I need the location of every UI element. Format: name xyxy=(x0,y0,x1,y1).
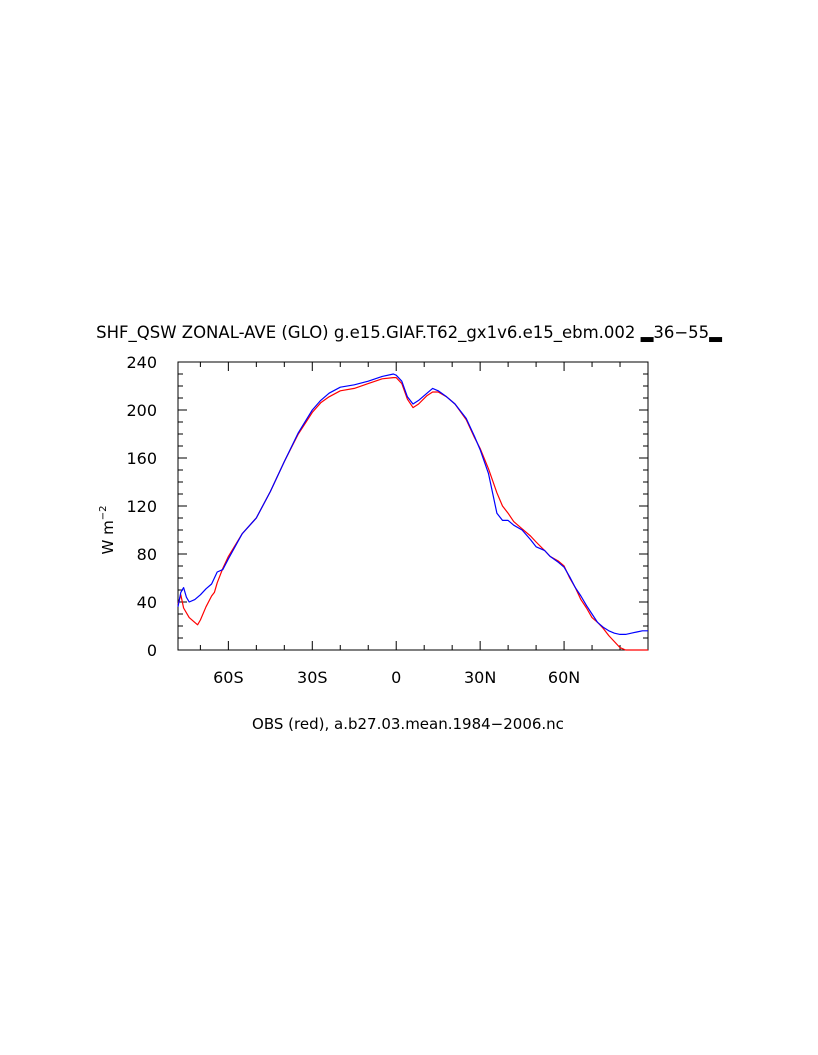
series-layer xyxy=(177,373,648,651)
y-tick-label: 120 xyxy=(126,497,157,516)
x-tick-label: 30S xyxy=(297,668,328,687)
svg-text:W m−2: W m−2 xyxy=(98,506,117,555)
plot-frame xyxy=(177,361,649,651)
series-line-1 xyxy=(177,373,648,636)
chart-title: SHF_QSW ZONAL-AVE (GLO) g.e15.GIAF.T62_g… xyxy=(96,323,722,343)
y-tick-label: 40 xyxy=(137,593,157,612)
plot-area: 60S 30S 0 30N 60N 0 40 80 120 160 200 240 xyxy=(126,353,649,687)
y-axis-label-superscript: −2 xyxy=(98,506,109,521)
y-axis-label-text: W m xyxy=(99,520,117,554)
y-tick-label: 200 xyxy=(126,401,157,420)
y-tick-label: 0 xyxy=(147,641,157,660)
x-axis-label: OBS (red), a.b27.03.mean.1984−2006.nc xyxy=(252,715,564,733)
x-tick-label: 60N xyxy=(548,668,580,687)
x-tick-label: 0 xyxy=(391,668,401,687)
y-tick-label: 240 xyxy=(126,353,157,372)
y-tick-label: 160 xyxy=(126,449,157,468)
y-axis-label: W m−2 xyxy=(98,506,117,555)
y-tick-label: 80 xyxy=(137,545,157,564)
series-line-0 xyxy=(177,377,648,651)
tick-labels: 60S 30S 0 30N 60N 0 40 80 120 160 200 240 xyxy=(126,353,580,687)
x-tick-label: 30N xyxy=(464,668,496,687)
x-tick-label: 60S xyxy=(213,668,244,687)
axis-ticks xyxy=(178,361,649,651)
